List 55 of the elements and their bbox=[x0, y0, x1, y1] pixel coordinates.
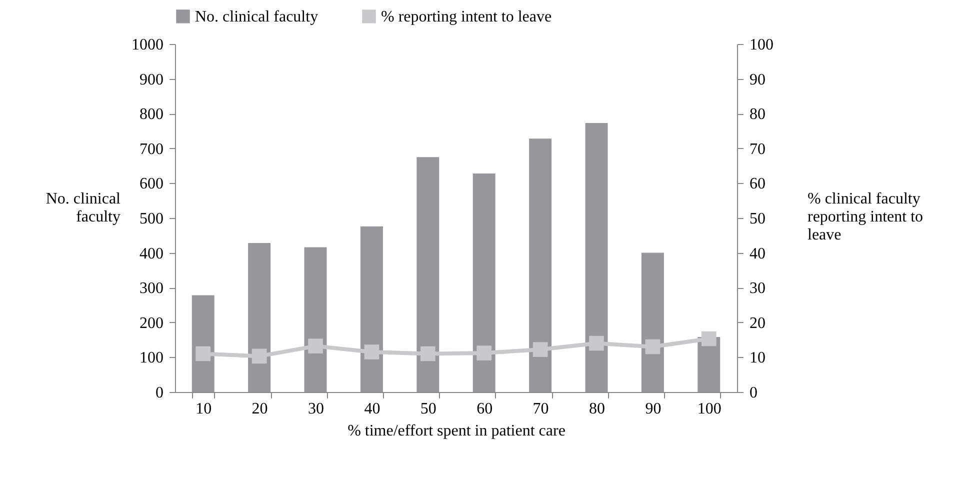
y-tick-label: 1000 bbox=[132, 36, 164, 54]
x-tick-label: 30 bbox=[308, 400, 324, 418]
y-tick-label: 200 bbox=[140, 314, 164, 332]
y2-tick-label: 80 bbox=[750, 106, 766, 124]
x-tick-label: 10 bbox=[196, 400, 212, 418]
x-tick-label: 60 bbox=[476, 400, 493, 418]
x-tick-label: 90 bbox=[645, 400, 662, 418]
y2-tick-label: 90 bbox=[750, 71, 766, 88]
y2-axis-title: % clinical faculty reporting intent to leave bbox=[808, 190, 924, 244]
y-tick-label: 300 bbox=[140, 280, 164, 298]
y2-tick-label: 0 bbox=[750, 384, 758, 402]
y2-tick-label: 70 bbox=[750, 140, 766, 158]
bar bbox=[472, 173, 496, 392]
y2-tick-label: 20 bbox=[750, 314, 766, 332]
x-tick-label: 80 bbox=[589, 400, 605, 418]
point bbox=[476, 346, 492, 360]
y2-tick-label: 100 bbox=[750, 36, 774, 54]
bar bbox=[529, 138, 552, 392]
y2-tick-label: 10 bbox=[750, 350, 766, 367]
point bbox=[308, 338, 323, 354]
y2-tick-label: 30 bbox=[750, 280, 766, 298]
y-tick-label: 0 bbox=[156, 384, 164, 402]
y-tick-label: 400 bbox=[140, 245, 164, 262]
bar bbox=[641, 252, 664, 392]
y-axis-title: No. clinical faculty bbox=[46, 190, 122, 226]
point bbox=[196, 346, 211, 362]
bar bbox=[585, 122, 608, 392]
x-tick-label: 100 bbox=[697, 400, 722, 418]
x-axis-title: % time/effort spent in patient care bbox=[348, 422, 566, 440]
legend-label: No. clinical faculty bbox=[195, 8, 318, 26]
y2-tick-label: 50 bbox=[750, 210, 766, 228]
y-tick-label: 100 bbox=[140, 350, 164, 367]
y2-tick-label: 60 bbox=[750, 176, 766, 193]
point bbox=[420, 346, 436, 362]
x-tick-label: 50 bbox=[420, 400, 436, 418]
point bbox=[701, 331, 716, 346]
x-tick-label: 20 bbox=[252, 400, 268, 418]
y2-tick-label: 40 bbox=[750, 245, 766, 262]
y-tick-label: 900 bbox=[140, 71, 164, 88]
y-tick-label: 600 bbox=[140, 176, 164, 193]
point bbox=[532, 342, 548, 357]
point bbox=[645, 339, 660, 354]
y-tick-label: 500 bbox=[140, 210, 164, 228]
point bbox=[364, 344, 380, 360]
legend-label: % reporting intent to leave bbox=[381, 8, 552, 26]
bar bbox=[360, 226, 383, 392]
bar bbox=[304, 247, 327, 392]
x-tick-label: 70 bbox=[532, 400, 549, 418]
point bbox=[589, 336, 604, 351]
point bbox=[252, 348, 267, 364]
y-tick-label: 700 bbox=[140, 140, 164, 158]
y-tick-label: 800 bbox=[140, 106, 164, 124]
bar bbox=[416, 157, 440, 392]
bar bbox=[248, 243, 271, 392]
x-tick-label: 40 bbox=[364, 400, 380, 418]
